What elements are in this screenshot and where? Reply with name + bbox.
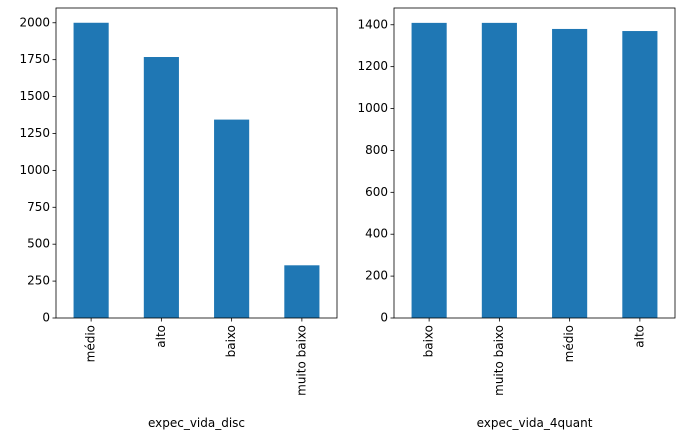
- y-tick-label: 0: [380, 311, 388, 325]
- y-tick-label: 1200: [357, 59, 388, 73]
- x-axis-label: expec_vida_4quant: [477, 416, 593, 430]
- bar-0: [73, 22, 109, 318]
- y-tick-label: 200: [365, 269, 388, 283]
- bar-1: [143, 57, 179, 318]
- x-tick-label: médio: [562, 325, 576, 362]
- y-tick-label: 1400: [357, 17, 388, 31]
- y-tick-label: 1000: [19, 163, 50, 177]
- x-tick-label: alto: [154, 325, 168, 348]
- bar-2: [552, 28, 588, 318]
- chart-expec-vida-4quant: 0 200 400 600 800 1000 1200 1400 baixo muito baix…: [357, 7, 676, 430]
- y-tick-label: 1750: [19, 52, 50, 66]
- plot-frame: [393, 7, 676, 319]
- y-tick-label: 2000: [19, 15, 50, 29]
- bar-2: [214, 119, 250, 318]
- y-tick-label: 800: [365, 143, 388, 157]
- y-tick-label: 1000: [357, 101, 388, 115]
- x-tick-label: muito baixo: [294, 325, 308, 396]
- y-tick-label: 750: [27, 200, 50, 214]
- y-tick-label: 1250: [19, 126, 50, 140]
- x-tick-label: muito baixo: [492, 325, 506, 396]
- y-tick-label: 250: [27, 274, 50, 288]
- y-tick-label: 600: [365, 185, 388, 199]
- bar-3: [622, 31, 658, 318]
- plot-frame: [55, 7, 338, 319]
- chart-expec-vida-disc: 0 250 500 750 1000 1250 1500 1750 2000 médio alto b…: [19, 7, 338, 430]
- x-axis-label: expec_vida_disc: [148, 416, 245, 430]
- y-tick-label: 500: [27, 237, 50, 251]
- bar-1: [481, 22, 517, 319]
- bar-0: [411, 22, 447, 319]
- bar-3: [284, 265, 320, 318]
- y-tick-label: 0: [42, 311, 50, 325]
- y-tick-label: 400: [365, 227, 388, 241]
- x-tick-label: baixo: [422, 325, 436, 357]
- x-tick-label: baixo: [224, 325, 238, 357]
- x-tick-label: médio: [84, 325, 98, 362]
- x-tick-label: alto: [632, 325, 646, 348]
- y-tick-label: 1500: [19, 89, 50, 103]
